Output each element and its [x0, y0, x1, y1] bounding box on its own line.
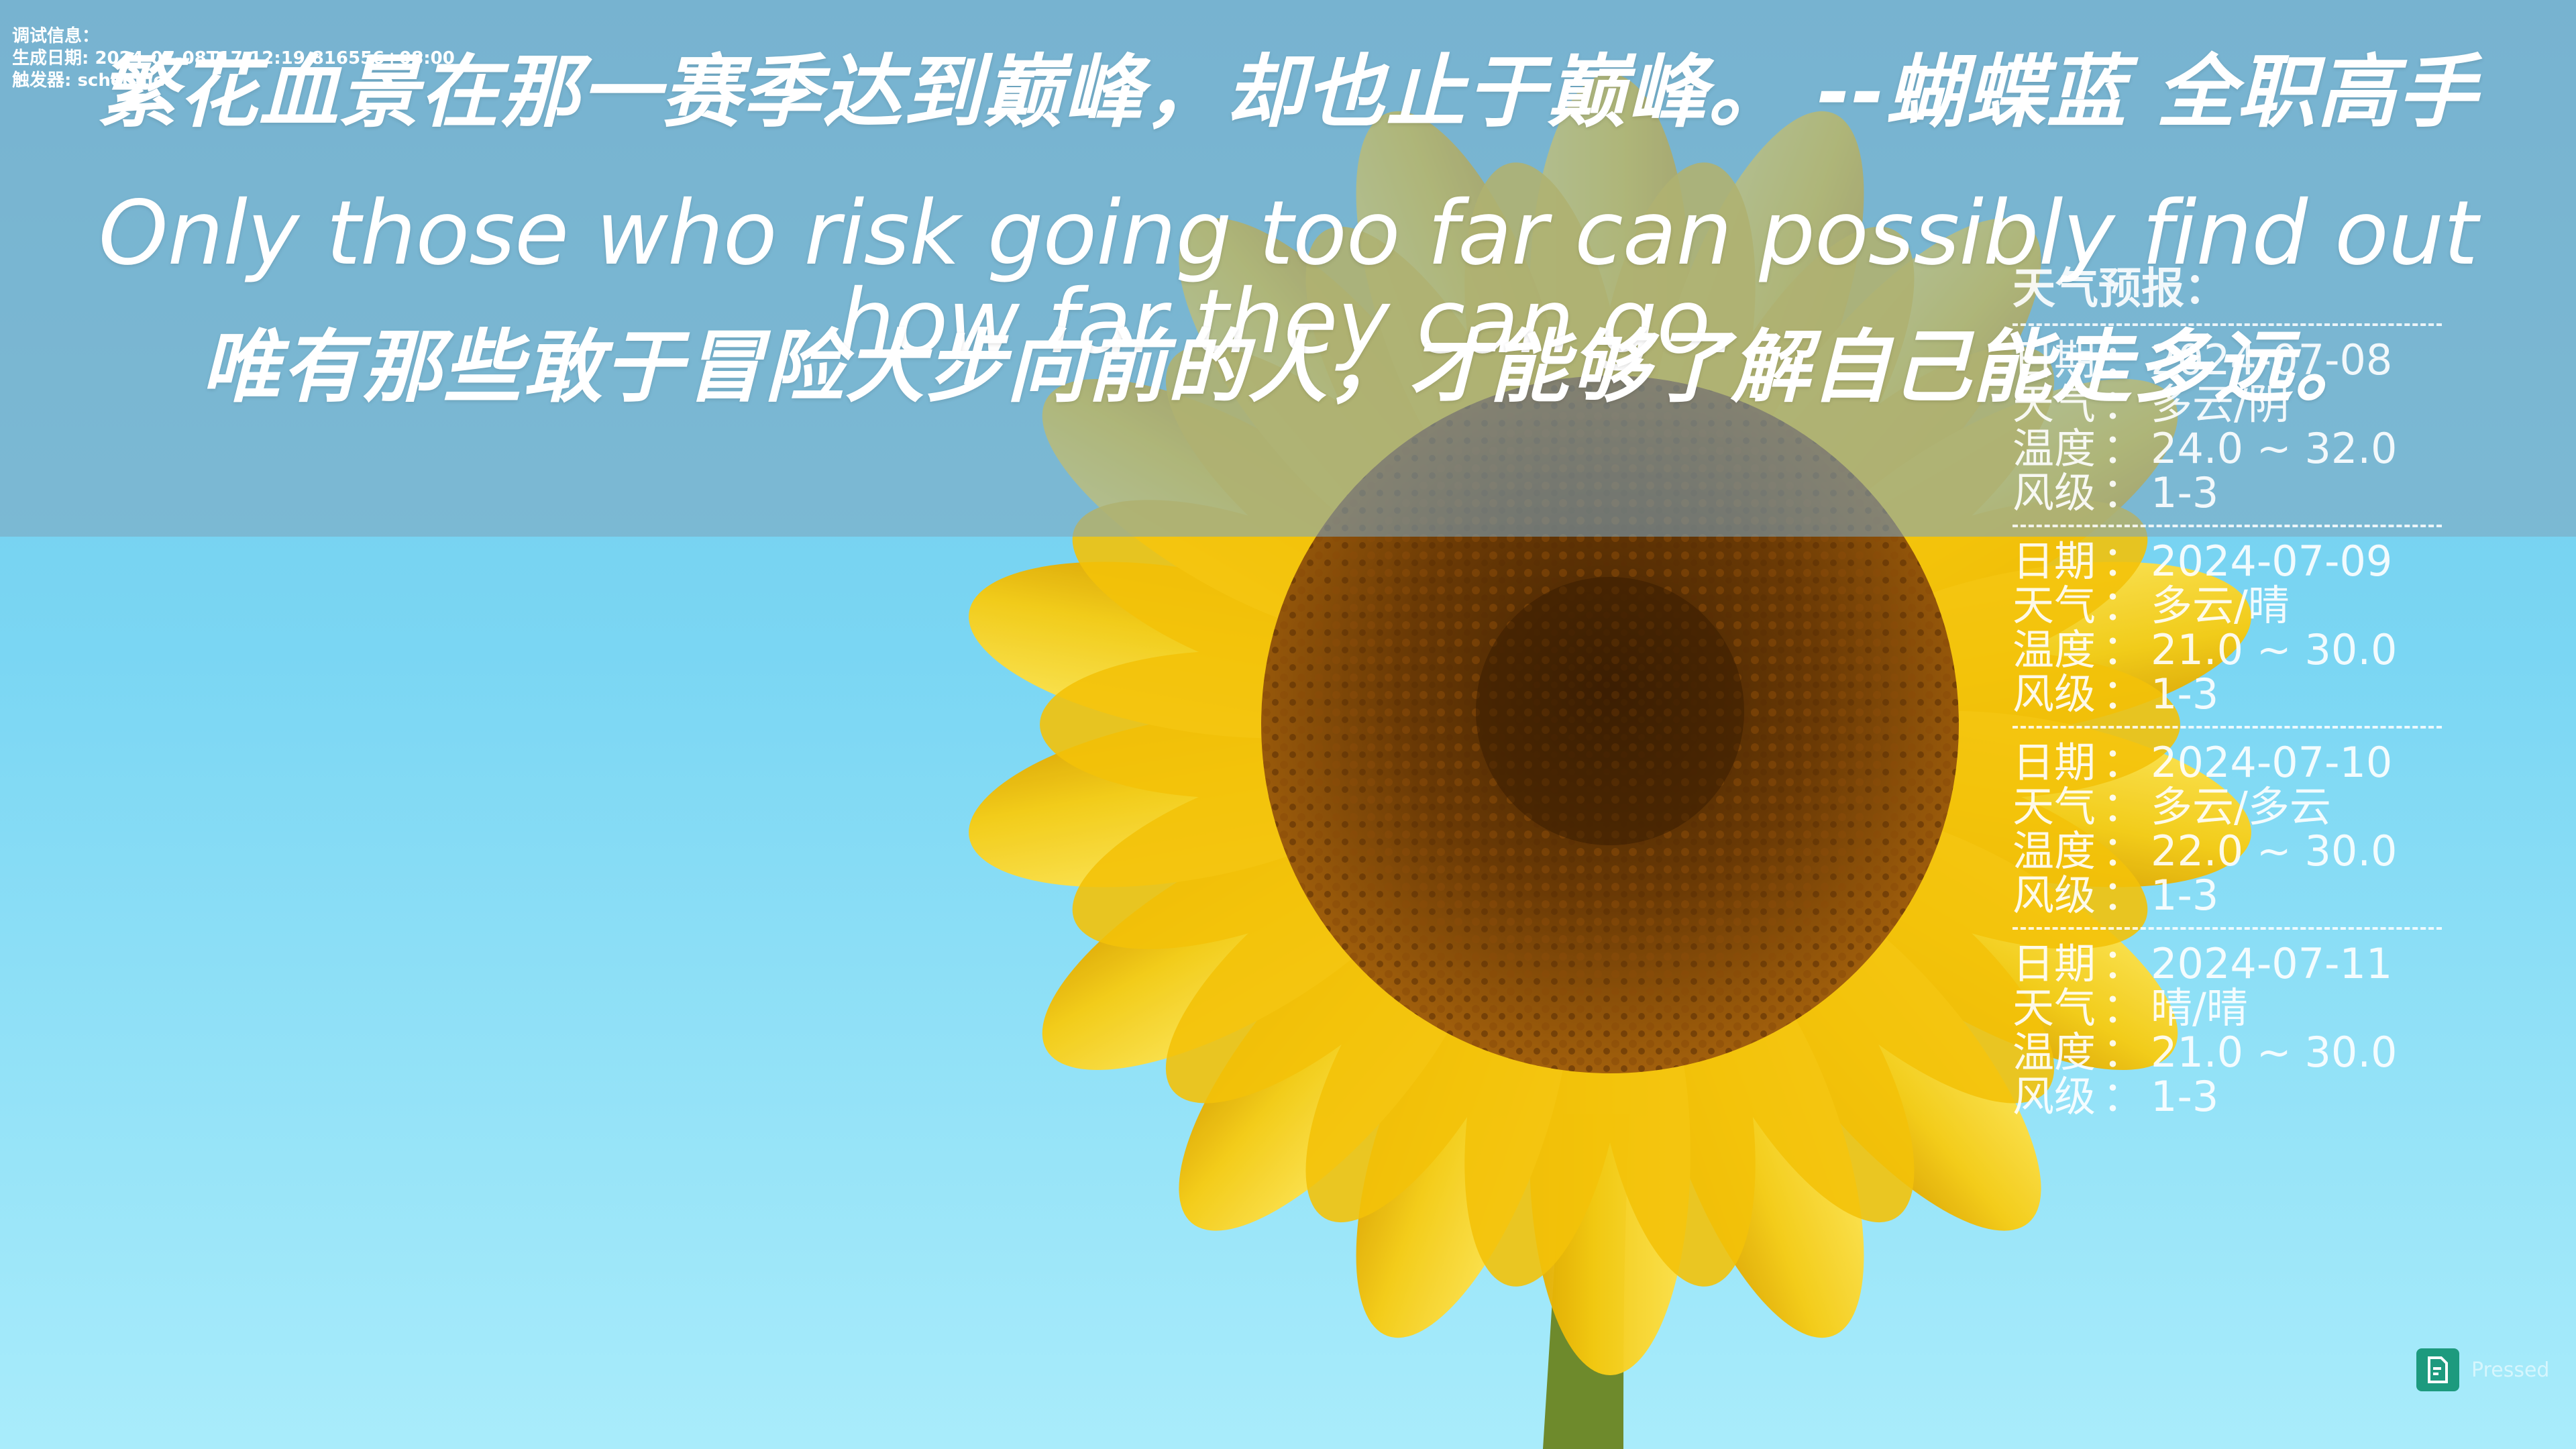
- colon: ：: [2102, 1028, 2145, 1077]
- label-weather: 天气: [2012, 581, 2096, 630]
- watermark-text: Pressed: [2471, 1358, 2550, 1382]
- colon: ：: [2102, 468, 2145, 517]
- quote-banner: [0, 0, 2576, 537]
- day-date: 2024-07-11: [2151, 939, 2393, 988]
- label-temp: 温度: [2012, 826, 2096, 875]
- colon: ：: [2102, 782, 2145, 831]
- day-weather: 多云/阴: [2151, 380, 2290, 429]
- label-wind: 风级: [2012, 669, 2096, 718]
- label-wind: 风级: [2012, 1072, 2096, 1121]
- colon: ：: [2102, 380, 2145, 429]
- divider: [2012, 525, 2442, 527]
- colon: ：: [2102, 581, 2145, 630]
- weather-day: 日期： 2024-07-08 天气：多云/阴 温度： 24.0 ~ 32.0 风级：…: [2012, 338, 2442, 515]
- divider: [2012, 323, 2442, 326]
- day-wind: 1-3: [2151, 1072, 2219, 1121]
- debug-title: 调试信息：: [12, 26, 100, 46]
- divider: [2012, 927, 2442, 930]
- day-date: 2024-07-10: [2151, 738, 2393, 787]
- day-temp: 21.0 ~ 30.0: [2151, 625, 2398, 674]
- day-weather: 晴/晴: [2151, 983, 2248, 1032]
- label-weather: 天气: [2012, 983, 2096, 1032]
- weather-day: 日期： 2024-07-10 天气：多云/多云 温度： 22.0 ~ 30.0 风级…: [2012, 741, 2442, 918]
- day-temp: 22.0 ~ 30.0: [2151, 826, 2398, 875]
- quote-english-line: Only those who risk going too far can po…: [98, 182, 2478, 374]
- label-temp: 温度: [2012, 424, 2096, 473]
- day-weather: 多云/多云: [2151, 782, 2331, 831]
- label-wind: 风级: [2012, 871, 2096, 920]
- day-temp: 24.0 ~ 32.0: [2151, 424, 2398, 473]
- label-date: 日期: [2012, 537, 2096, 586]
- day-weather: 多云/晴: [2151, 581, 2290, 630]
- day-wind: 1-3: [2151, 669, 2219, 718]
- weather-forecast-panel: 天气预报： 日期： 2024-07-08 天气：多云/阴 温度： 24.0 ~ 32…: [2012, 267, 2442, 1119]
- document-icon: [2428, 1356, 2448, 1383]
- watermark-logo-icon: [2416, 1348, 2459, 1391]
- label-temp: 温度: [2012, 1028, 2096, 1077]
- label-weather: 天气: [2012, 782, 2096, 831]
- colon: ：: [2102, 871, 2145, 920]
- label-temp: 温度: [2012, 625, 2096, 674]
- colon: ：: [2102, 335, 2145, 384]
- debug-generated-date: 生成日期: 2024-07-08T17:12:19.816556+08:00: [12, 48, 455, 68]
- colon: ：: [2102, 939, 2145, 988]
- day-wind: 1-3: [2151, 468, 2219, 517]
- colon: ：: [2102, 669, 2145, 718]
- colon: ：: [2102, 738, 2145, 787]
- weather-day: 日期： 2024-07-09 天气：多云/晴 温度： 21.0 ~ 30.0 风级：…: [2012, 539, 2442, 716]
- day-temp: 21.0 ~ 30.0: [2151, 1028, 2398, 1077]
- day-wind: 1-3: [2151, 871, 2219, 920]
- label-date: 日期: [2012, 335, 2096, 384]
- colon: ：: [2102, 625, 2145, 674]
- weather-day: 日期： 2024-07-11 天气：晴/晴 温度： 21.0 ~ 30.0 风级： 1…: [2012, 942, 2442, 1119]
- debug-info: 调试信息： 生成日期: 2024-07-08T17:12:19.816556+0…: [12, 25, 455, 92]
- label-date: 日期: [2012, 939, 2096, 988]
- colon: ：: [2102, 826, 2145, 875]
- weather-title: 天气预报：: [2012, 264, 2227, 314]
- divider: [2012, 726, 2442, 729]
- debug-trigger: 触发器: schedule: [12, 70, 166, 91]
- quote-translation-line: 唯有那些敢于冒险大步向前的人，才能够了解自己能走多远。: [201, 321, 2375, 413]
- label-wind: 风级: [2012, 468, 2096, 517]
- colon: ：: [2102, 983, 2145, 1032]
- quote-chinese-line: 繁花血景在那一赛季达到巅峰，却也止于巅峰。 --蝴蝶蓝 全职高手: [97, 46, 2479, 138]
- colon: ：: [2102, 424, 2145, 473]
- colon: ：: [2102, 537, 2145, 586]
- day-date: 2024-07-08: [2151, 335, 2393, 384]
- day-date: 2024-07-09: [2151, 537, 2393, 586]
- label-date: 日期: [2012, 738, 2096, 787]
- colon: ：: [2102, 1072, 2145, 1121]
- label-weather: 天气: [2012, 380, 2096, 429]
- watermark: Pressed: [2416, 1348, 2549, 1391]
